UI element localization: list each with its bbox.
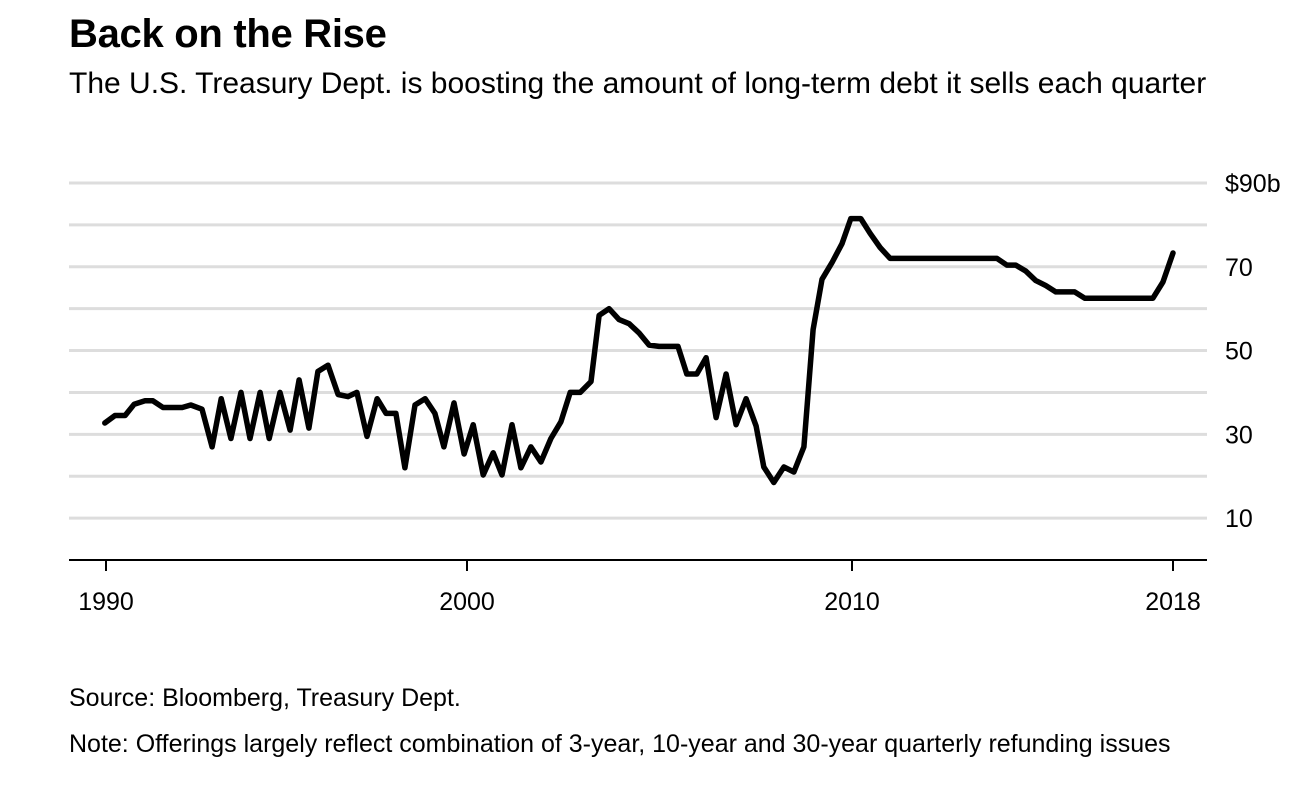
y-tick-label: 30: [1225, 421, 1253, 449]
chart-title: Back on the Rise: [69, 12, 387, 56]
footnote: Note: Offerings largely reflect combinat…: [69, 730, 1171, 758]
series-line: [102, 215, 1176, 486]
line-chart: $90b 70 50 30 10 1990 2000 2010 2018: [69, 170, 1281, 616]
x-tick-label: 1990: [78, 588, 134, 616]
y-axis-labels: $90b 70 50 30 10: [1225, 170, 1281, 533]
x-tick-label: 2018: [1145, 588, 1201, 616]
y-tick-label: 70: [1225, 254, 1253, 282]
gridlines: [69, 181, 1207, 520]
chart-subtitle: The U.S. Treasury Dept. is boosting the …: [69, 67, 1207, 100]
x-axis: 1990 2000 2010 2018: [69, 559, 1207, 616]
y-tick-label: 50: [1225, 338, 1253, 366]
series-layer: [102, 215, 1176, 486]
y-tick-label: $90b: [1225, 170, 1281, 198]
y-tick-label: 10: [1225, 505, 1253, 533]
x-tick-label: 2000: [439, 588, 495, 616]
source-note: Source: Bloomberg, Treasury Dept.: [69, 684, 461, 712]
x-tick-label: 2010: [824, 588, 880, 616]
